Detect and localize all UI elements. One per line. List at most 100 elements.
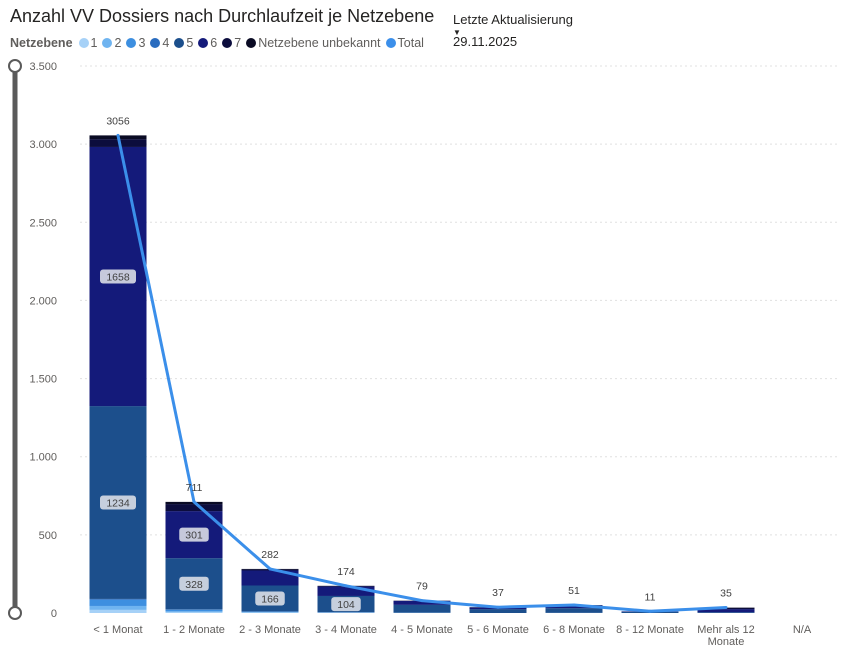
last-update-label: Letzte Aktualisierung bbox=[453, 12, 573, 27]
total-point bbox=[420, 599, 424, 603]
bar-segment[interactable] bbox=[545, 605, 603, 609]
x-tick-label: < 1 Monat bbox=[93, 624, 142, 636]
legend-label: 6 bbox=[210, 36, 218, 50]
legend-item-7[interactable]: 7 bbox=[222, 36, 241, 50]
bar-segment[interactable] bbox=[469, 609, 527, 613]
total-data-label: 37 bbox=[492, 587, 504, 599]
total-data-label: 35 bbox=[720, 588, 732, 600]
y-tick-label: 1.500 bbox=[29, 374, 57, 386]
x-tick-label: Mehr als 12 bbox=[697, 624, 754, 636]
dropdown-caret-icon[interactable]: ▼ bbox=[453, 28, 461, 37]
data-label: 301 bbox=[185, 530, 203, 542]
data-label-box bbox=[100, 495, 136, 510]
data-label-box bbox=[331, 597, 361, 612]
y-tick-label: 500 bbox=[39, 530, 57, 542]
legend-items: 1 2 3 4 5 6 7 Netzebene unbekannt Total bbox=[78, 36, 429, 50]
total-data-label: 174 bbox=[337, 566, 355, 578]
bar-segment[interactable] bbox=[697, 609, 755, 613]
data-label-box bbox=[255, 591, 285, 606]
data-label: 1234 bbox=[106, 498, 130, 510]
total-point bbox=[344, 584, 348, 588]
zoom-slider-top-handle[interactable] bbox=[8, 59, 22, 73]
legend-marker-icon bbox=[222, 38, 233, 48]
y-tick-label: 3.500 bbox=[29, 61, 57, 73]
total-point bbox=[496, 605, 500, 609]
total-data-label: 282 bbox=[261, 549, 279, 561]
data-label: 166 bbox=[261, 593, 279, 605]
legend-marker-icon bbox=[102, 38, 113, 48]
legend-label: 2 bbox=[114, 36, 122, 50]
total-point bbox=[116, 133, 120, 137]
y-tick-label: 3.000 bbox=[29, 139, 57, 151]
bar-segment[interactable] bbox=[165, 612, 223, 613]
y-tick-label: 1.000 bbox=[29, 452, 57, 464]
legend-marker-icon bbox=[174, 38, 185, 48]
legend-label: 5 bbox=[186, 36, 194, 50]
total-data-label: 79 bbox=[416, 581, 428, 593]
last-update-date: 29.11.2025 bbox=[453, 34, 518, 49]
legend-item-4[interactable]: 4 bbox=[150, 36, 169, 50]
bar-segment[interactable] bbox=[89, 605, 147, 610]
x-tick-label: 1 - 2 Monate bbox=[163, 624, 225, 636]
bar-segment[interactable] bbox=[165, 611, 223, 613]
legend-item-3[interactable]: 3 bbox=[126, 36, 145, 50]
x-tick-label: 2 - 3 Monate bbox=[239, 624, 301, 636]
total-data-label: 711 bbox=[186, 482, 203, 494]
bar-segment[interactable] bbox=[89, 598, 147, 600]
total-data-label: 51 bbox=[568, 585, 580, 597]
y-tick-label: 2.000 bbox=[29, 295, 57, 307]
x-tick-label: N/A bbox=[793, 624, 812, 636]
bar-segment[interactable] bbox=[89, 599, 147, 606]
legend-marker-icon bbox=[246, 38, 257, 48]
chart-title: Anzahl VV Dossiers nach Durchlaufzeit je… bbox=[10, 6, 435, 26]
legend-item-8[interactable]: Netzebene unbekannt bbox=[246, 36, 381, 50]
x-tick-label: Monate bbox=[708, 636, 745, 648]
data-label: 328 bbox=[185, 579, 203, 591]
x-tick-label: 6 - 8 Monate bbox=[543, 624, 605, 636]
legend-item-6[interactable]: 6 bbox=[198, 36, 217, 50]
bar-segment[interactable] bbox=[89, 139, 147, 147]
bar-segment[interactable] bbox=[89, 609, 147, 613]
bar-segment[interactable] bbox=[165, 609, 223, 612]
bar-segment[interactable] bbox=[241, 570, 299, 586]
data-label-box bbox=[100, 269, 136, 284]
legend-marker-icon bbox=[198, 38, 209, 48]
legend-item-1[interactable]: 1 bbox=[78, 36, 98, 50]
bar-segment[interactable] bbox=[393, 600, 451, 605]
y-tick-label: 0 bbox=[51, 608, 57, 620]
legend-label: Total bbox=[397, 36, 424, 50]
x-tick-label: 8 - 12 Monate bbox=[616, 624, 684, 636]
legend-marker-icon bbox=[385, 38, 396, 48]
legend-item-2[interactable]: 2 bbox=[102, 36, 121, 50]
bar-segment[interactable] bbox=[697, 612, 755, 613]
bar-segment[interactable] bbox=[241, 611, 299, 613]
x-tick-label: 3 - 4 Monate bbox=[315, 624, 377, 636]
legend-label: 3 bbox=[138, 36, 146, 50]
legend-item-5[interactable]: 5 bbox=[174, 36, 193, 50]
legend-label: 7 bbox=[234, 36, 242, 50]
legend: Netzebene 1 2 3 4 5 6 7 Netzebene unbekannt Tota… bbox=[10, 36, 429, 50]
legend-item-9[interactable]: Total bbox=[385, 36, 424, 50]
total-data-label: 3056 bbox=[106, 115, 130, 127]
total-point bbox=[648, 609, 652, 613]
y-tick-label: 2.500 bbox=[29, 217, 57, 229]
legend-label: 4 bbox=[162, 36, 170, 50]
bar-segment[interactable] bbox=[165, 504, 223, 512]
legend-title: Netzebene bbox=[10, 36, 73, 50]
bar-segment[interactable] bbox=[545, 608, 603, 613]
data-label-box bbox=[179, 527, 209, 542]
bar-segment[interactable] bbox=[393, 604, 451, 613]
data-label-box bbox=[179, 576, 209, 591]
last-update-panel: Letzte Aktualisierung ▼ 29.11.2025 bbox=[453, 12, 573, 49]
legend-marker-icon bbox=[126, 38, 137, 48]
bar-segment[interactable] bbox=[317, 586, 375, 596]
x-tick-label: 4 - 5 Monate bbox=[391, 624, 453, 636]
data-label: 1658 bbox=[106, 272, 130, 284]
legend-label: 1 bbox=[90, 36, 98, 50]
zoom-slider-bottom-handle[interactable] bbox=[8, 606, 22, 620]
x-tick-label: 5 - 6 Monate bbox=[467, 624, 529, 636]
legend-marker-icon bbox=[78, 38, 89, 48]
total-point bbox=[572, 603, 576, 607]
data-label: 104 bbox=[337, 599, 355, 611]
